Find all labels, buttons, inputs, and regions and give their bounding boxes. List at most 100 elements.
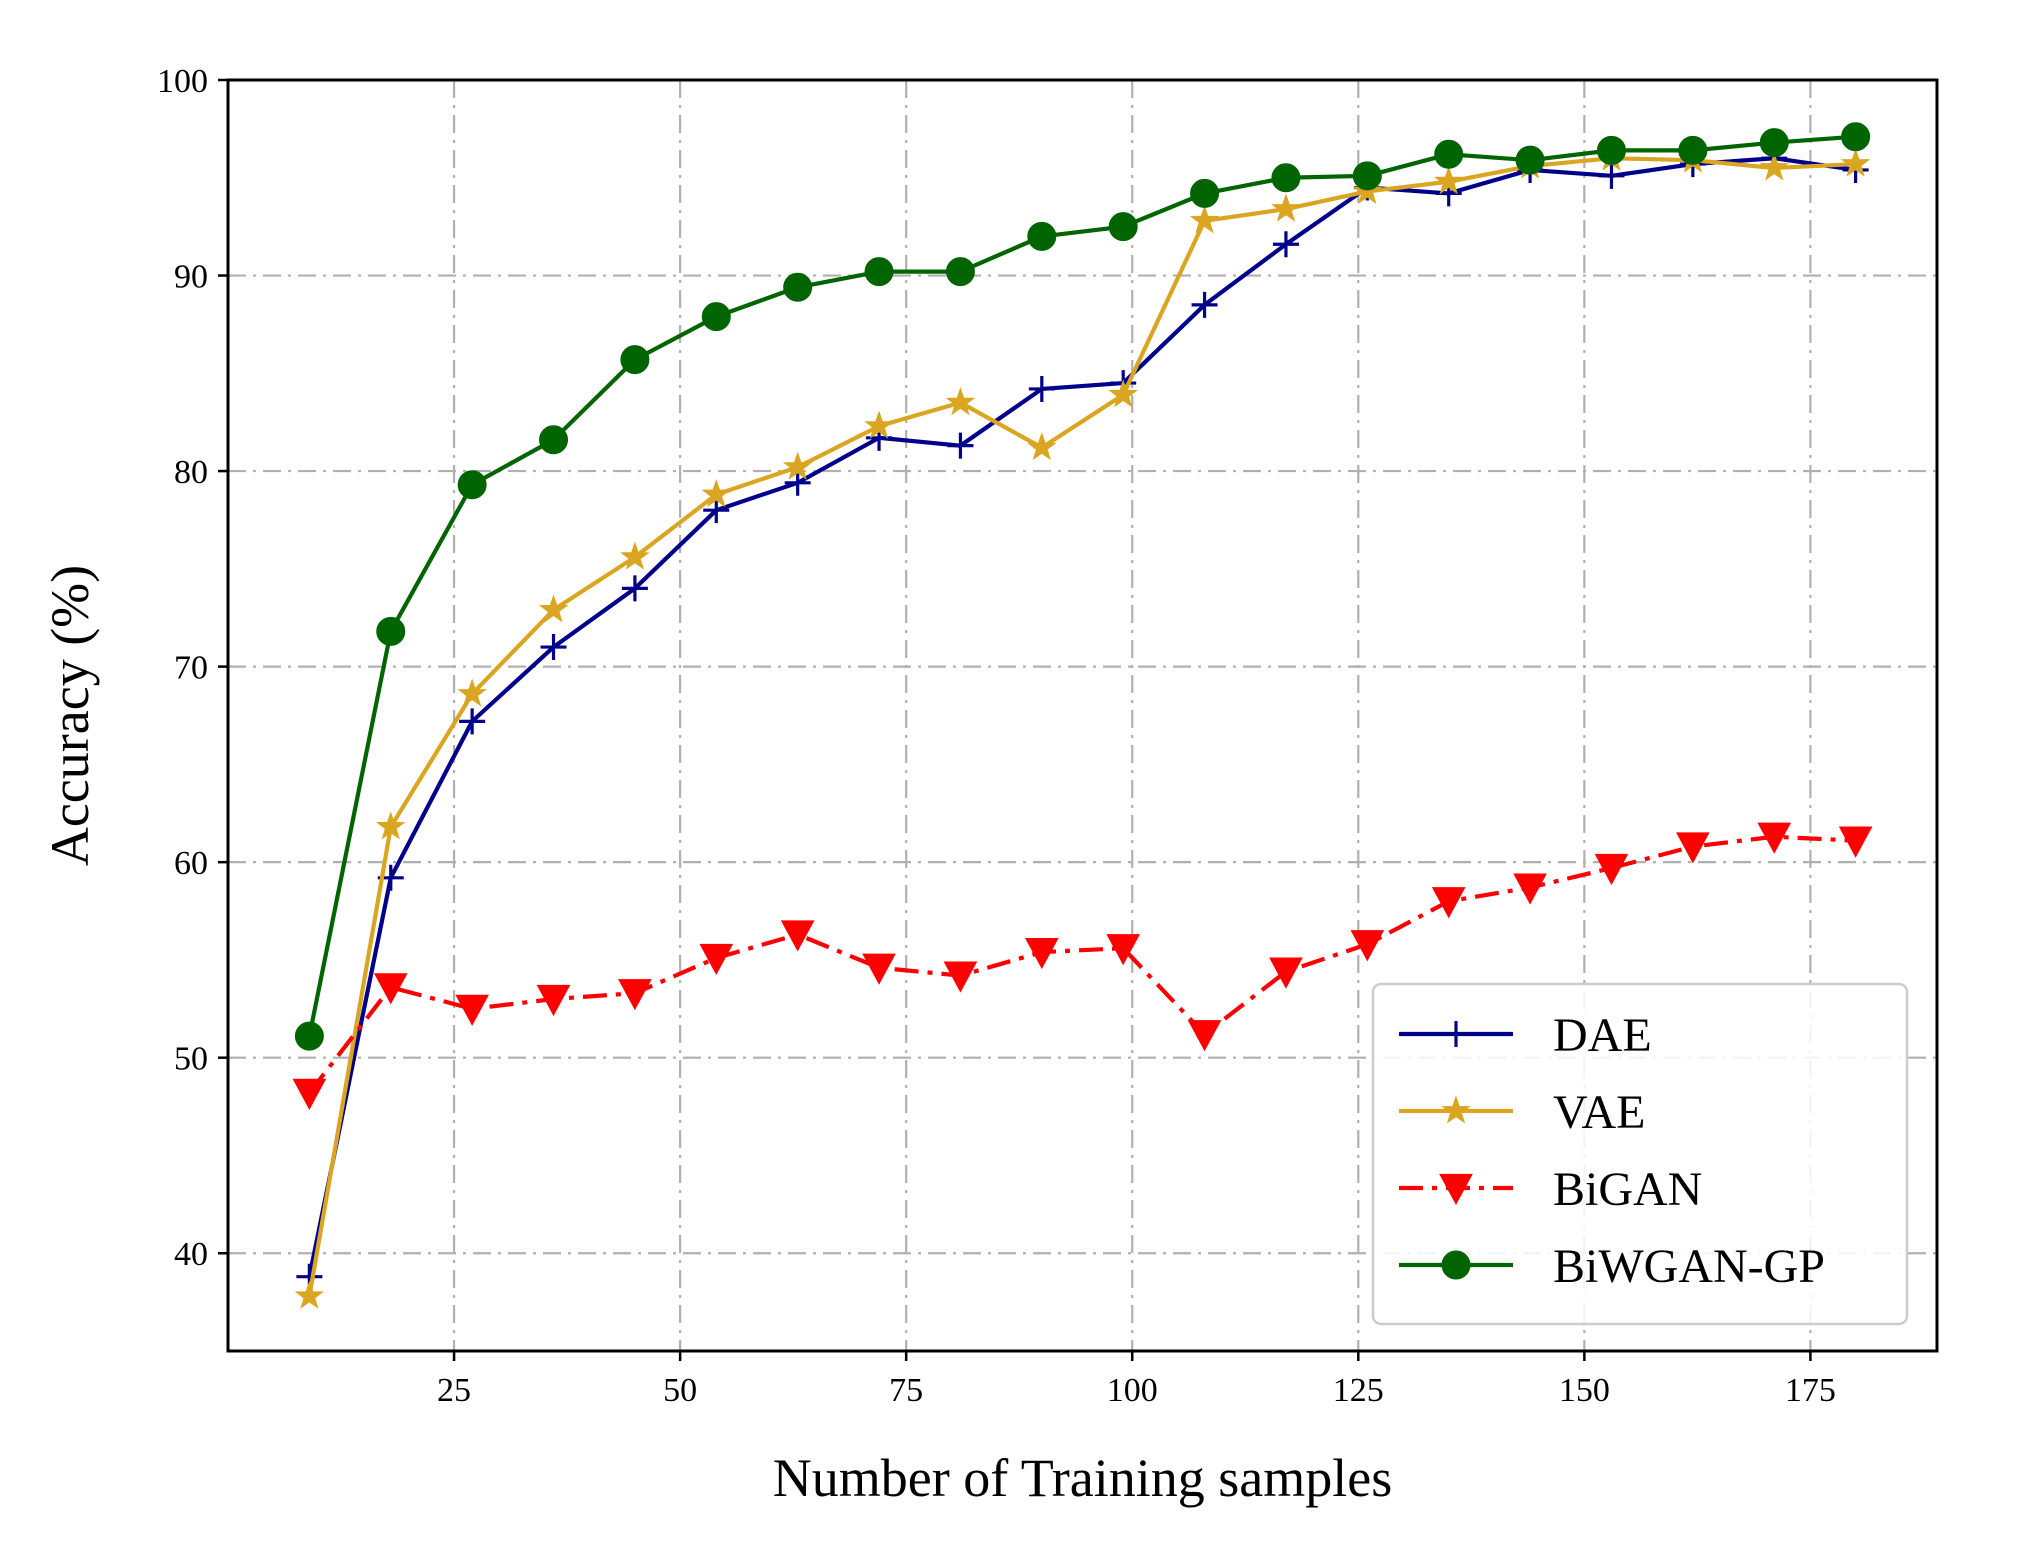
legend-label: VAE (1553, 1086, 1645, 1139)
data-point (292, 1078, 327, 1110)
data-point (1269, 957, 1303, 989)
data-point (1434, 139, 1464, 169)
legend-marker (1441, 1095, 1471, 1124)
y-tick-label: 90 (174, 259, 208, 296)
data-point (294, 1021, 324, 1051)
x-tick-label: 75 (889, 1372, 923, 1409)
data-point (1024, 938, 1059, 970)
data-point (1596, 135, 1626, 165)
data-point (621, 575, 648, 602)
data-point (618, 979, 652, 1011)
legend-marker (1443, 1021, 1469, 1047)
data-point (373, 973, 408, 1005)
legend-entry-bigan: BiGAN (1399, 1163, 1702, 1216)
ticks: 25 50 75 100 125 150 175 40 50 60 70 80 90 100 (157, 63, 1836, 1409)
data-point (540, 634, 567, 661)
data-point (1187, 1020, 1222, 1052)
data-point (783, 272, 813, 302)
data-point (780, 920, 815, 952)
data-point (539, 425, 569, 455)
data-point (1027, 432, 1057, 461)
plot-frame (226, 78, 1939, 1353)
series-line-biwgan-gp (307, 134, 1856, 1037)
legend-entry-biwgan-gp: BiWGAN-GP (1399, 1240, 1825, 1293)
data-point (620, 345, 650, 375)
data-point (1433, 166, 1464, 195)
y-tick-label: 100 (157, 63, 208, 100)
data-point (536, 984, 571, 1017)
data-point (1191, 291, 1218, 318)
data-point (620, 541, 650, 570)
data-point (376, 616, 406, 646)
data-point (1272, 231, 1299, 258)
legend-marker (1439, 1173, 1473, 1206)
series-bigan (292, 822, 1873, 1110)
data-point (1350, 930, 1385, 962)
data-point (1759, 128, 1789, 158)
data-point (701, 302, 731, 332)
series-line-vae (307, 156, 1856, 1297)
y-tick-label: 50 (174, 1041, 208, 1078)
legend-entry-dae: DAE (1399, 1009, 1652, 1062)
data-point (945, 257, 975, 287)
data-point (943, 961, 978, 993)
data-point (1513, 873, 1547, 905)
data-point (1840, 148, 1871, 177)
data-point (1027, 221, 1057, 251)
data-point (1515, 145, 1545, 175)
x-tick-label: 175 (1785, 1372, 1836, 1409)
legend: DAE VAE BiGAN BiWGAN-GP (1371, 982, 1909, 1326)
data-point (699, 943, 734, 976)
data-point (1594, 853, 1629, 886)
data-point (455, 994, 489, 1026)
data-point (1271, 193, 1301, 222)
x-axis-title: Number of Training samples (773, 1448, 1392, 1508)
y-tick-label: 60 (174, 845, 208, 882)
series-line-dae (307, 156, 1856, 1278)
data-point (376, 811, 406, 840)
data-point (1028, 375, 1055, 402)
legend-entry-vae: VAE (1399, 1086, 1645, 1139)
data-point (1271, 163, 1301, 193)
data-point (945, 387, 976, 416)
legend-label: BiGAN (1553, 1163, 1702, 1216)
legend-box (1371, 982, 1909, 1326)
data-point (1108, 212, 1138, 242)
data-point (1106, 934, 1141, 966)
data-point (862, 953, 896, 985)
x-tick-label: 25 (437, 1372, 471, 1409)
data-point (1678, 135, 1708, 165)
data-point (538, 594, 569, 623)
data-point (459, 708, 486, 735)
data-point (1431, 887, 1466, 919)
y-tick-label: 80 (174, 454, 208, 491)
x-tick-label: 125 (1333, 1372, 1384, 1409)
data-point (784, 469, 811, 496)
data-point (1841, 122, 1871, 152)
legend-label: BiWGAN-GP (1553, 1240, 1825, 1293)
data-point (864, 410, 894, 439)
series-biwgan-gp (294, 122, 1871, 1051)
data-point (782, 451, 813, 480)
y-tick-label: 40 (174, 1236, 208, 1273)
legend-marker (1441, 1250, 1471, 1280)
data-point (703, 497, 730, 524)
data-point (1838, 826, 1873, 858)
data-point (1189, 205, 1220, 234)
data-point (1757, 822, 1792, 854)
data-point (701, 479, 732, 508)
data-point (1759, 152, 1789, 181)
data-point (1190, 178, 1220, 208)
x-tick-label: 50 (663, 1372, 697, 1409)
y-axis-title: Accuracy (%) (40, 565, 100, 866)
data-point (1352, 161, 1382, 191)
x-tick-label: 100 (1107, 1372, 1158, 1409)
data-point (294, 1280, 325, 1309)
data-point (1676, 832, 1710, 864)
data-point (1598, 162, 1625, 189)
data-point (457, 470, 487, 500)
data-point (947, 432, 974, 459)
x-tick-label: 150 (1559, 1372, 1610, 1409)
data-point (457, 678, 487, 707)
